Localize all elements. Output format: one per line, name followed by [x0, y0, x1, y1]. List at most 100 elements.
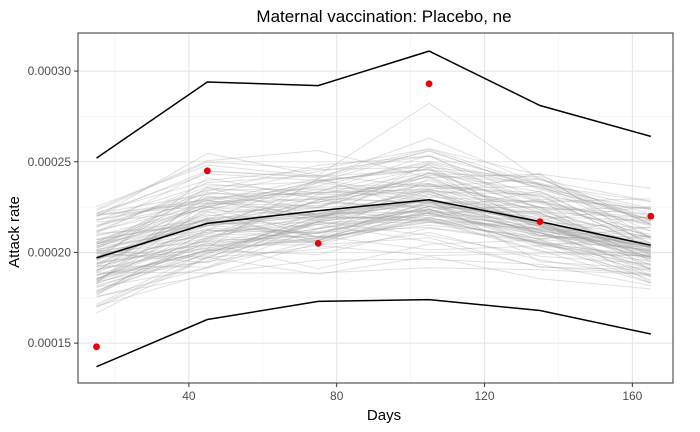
x-tick-label: 160 [622, 389, 642, 403]
simulation-line [96, 205, 651, 249]
simulation-line [96, 196, 651, 272]
simulation-line [96, 196, 651, 276]
observed-point [647, 212, 655, 220]
series-line-upper [96, 50, 652, 159]
simulation-line [96, 214, 651, 293]
simulation-line [96, 187, 652, 259]
simulation-line [96, 196, 651, 281]
gridlines [78, 33, 673, 383]
simulation-line [96, 208, 651, 286]
simulation-line [96, 166, 651, 225]
simulation-line [96, 137, 651, 227]
simulation-line [96, 155, 651, 250]
y-axis: 0.00015 0.00020 0.00025 0.00030 [28, 64, 78, 350]
simulation-line [96, 154, 651, 217]
summary-lines [96, 50, 652, 368]
simulation-line [96, 193, 651, 248]
simulation-line [96, 201, 651, 258]
y-tick-label: 0.00020 [28, 245, 72, 259]
simulation-line [96, 221, 651, 276]
simulation-line [96, 172, 652, 249]
y-tick-label: 0.00030 [28, 64, 72, 78]
simulation-line [96, 219, 651, 292]
observed-point [203, 167, 211, 175]
simulation-line [96, 149, 651, 210]
simulation-line [96, 169, 651, 226]
simulation-line [96, 199, 651, 259]
simulation-line [96, 216, 651, 291]
x-tick-label: 80 [330, 389, 344, 403]
simulation-line [96, 214, 651, 280]
simulation-line [96, 188, 651, 228]
simulation-line [96, 162, 651, 226]
simulation-line [96, 237, 651, 271]
simulation-line [96, 190, 651, 276]
simulation-line [96, 235, 651, 268]
simulation-line [96, 267, 651, 275]
simulation-line [96, 223, 651, 305]
observed-points [93, 80, 655, 351]
simulation-line [96, 150, 651, 217]
simulation-line [96, 181, 651, 252]
simulation-line [96, 187, 651, 257]
simulation-line [96, 217, 651, 273]
simulation-line [96, 176, 651, 255]
simulation-line [96, 200, 651, 265]
simulation-line [96, 212, 652, 296]
simulation-line [96, 205, 651, 298]
simulation-line [96, 201, 651, 252]
simulation-line [96, 167, 651, 248]
simulation-line [96, 182, 651, 221]
simulation-line [96, 199, 651, 269]
y-tick-label: 0.00025 [28, 155, 72, 169]
simulation-line [96, 190, 652, 283]
simulation-line [96, 163, 651, 246]
simulation-line [96, 176, 651, 259]
simulation-line [96, 203, 651, 266]
y-tick-label: 0.00015 [28, 336, 72, 350]
simulation-line [96, 193, 651, 282]
simulation-line [96, 224, 651, 294]
simulation-line [96, 209, 651, 297]
simulation-line [96, 174, 651, 234]
simulation-line [96, 198, 651, 258]
simulation-line [96, 198, 651, 258]
simulation-line [96, 209, 651, 253]
simulation-line [96, 210, 651, 267]
simulation-line [96, 204, 651, 262]
simulation-line [96, 155, 651, 214]
simulation-line [96, 244, 651, 275]
simulation-line [96, 198, 652, 272]
simulation-line [96, 208, 651, 273]
simulation-line [96, 255, 651, 314]
simulation-line [96, 148, 652, 225]
simulation-line [96, 209, 651, 284]
simulation-lines [96, 102, 652, 314]
simulation-line [96, 183, 651, 221]
chart-title: Maternal vaccination: Placebo, ne [256, 7, 511, 26]
simulation-line [96, 164, 651, 224]
simulation-line [96, 173, 652, 243]
simulation-line [96, 205, 651, 281]
x-axis-title: Days [367, 407, 401, 424]
simulation-line [96, 190, 651, 260]
simulation-line [96, 227, 651, 280]
simulation-line [96, 231, 651, 308]
simulation-line [96, 210, 651, 269]
observed-point [425, 80, 433, 88]
simulation-line [96, 208, 651, 270]
y-axis-title: Attack rate [6, 196, 23, 268]
panel-border [77, 32, 674, 384]
simulation-line [96, 205, 651, 272]
simulation-line [96, 189, 651, 263]
observed-point [314, 239, 322, 247]
series-line-lower [96, 298, 651, 368]
simulation-line [96, 171, 651, 226]
x-axis: 40 80 120 160 [182, 383, 643, 403]
simulation-line [96, 185, 652, 239]
simulation-line [96, 185, 651, 245]
simulation-line [96, 172, 651, 247]
simulation-line [96, 185, 652, 264]
simulation-line [96, 184, 651, 248]
